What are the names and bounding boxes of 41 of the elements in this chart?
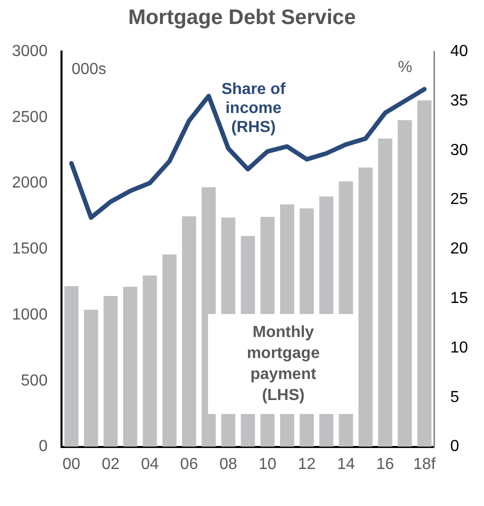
y2-tick-label: 0 [450,438,460,456]
bar [123,286,138,447]
y2-tick-label: 20 [450,240,468,258]
x-tick-label: 18f [413,456,436,473]
y2-tick-label: 15 [450,290,468,308]
y-tick-label: 0 [38,438,48,456]
x-tick-label: 06 [180,456,198,473]
x-tick-label: 10 [258,456,277,473]
series-label: Share of income (RHS) [221,81,286,136]
bar [378,138,392,447]
bar [104,296,118,447]
x-tick-label: 00 [62,456,80,473]
bar [84,310,98,447]
y-tick-label: 1000 [12,306,48,324]
y-axis-title: 000s [72,61,106,78]
bar [162,254,177,447]
bar [417,100,432,447]
x-tick-label: 12 [298,456,316,473]
x-tick-label: 16 [376,456,394,473]
y-tick-label: 2500 [12,108,48,126]
bar [64,286,78,447]
y2-tick-label: 35 [450,92,468,110]
y2-tick-label: 30 [450,142,468,159]
x-tick-label: 02 [102,456,120,473]
x-tick-label: 04 [140,456,159,473]
y2-tick-label: 25 [450,191,468,208]
y2-tick-label: 5 [450,388,460,406]
bar [142,276,157,447]
y-tick-label: 3000 [12,43,48,60]
x-tick-label: 14 [337,456,355,473]
y2-axis-title: % [398,59,412,76]
y2-tick-label: 40 [450,43,468,60]
x-tick-label: 08 [219,456,238,473]
bar [398,120,412,447]
bar [182,216,196,447]
y-tick-label: 500 [20,372,48,390]
y-tick-label: 1500 [12,240,48,258]
bar [358,168,373,447]
y2-tick-label: 10 [450,339,468,356]
chart-title: Mortgage Debt Service [127,6,357,30]
y-tick-label: 2000 [12,174,48,192]
